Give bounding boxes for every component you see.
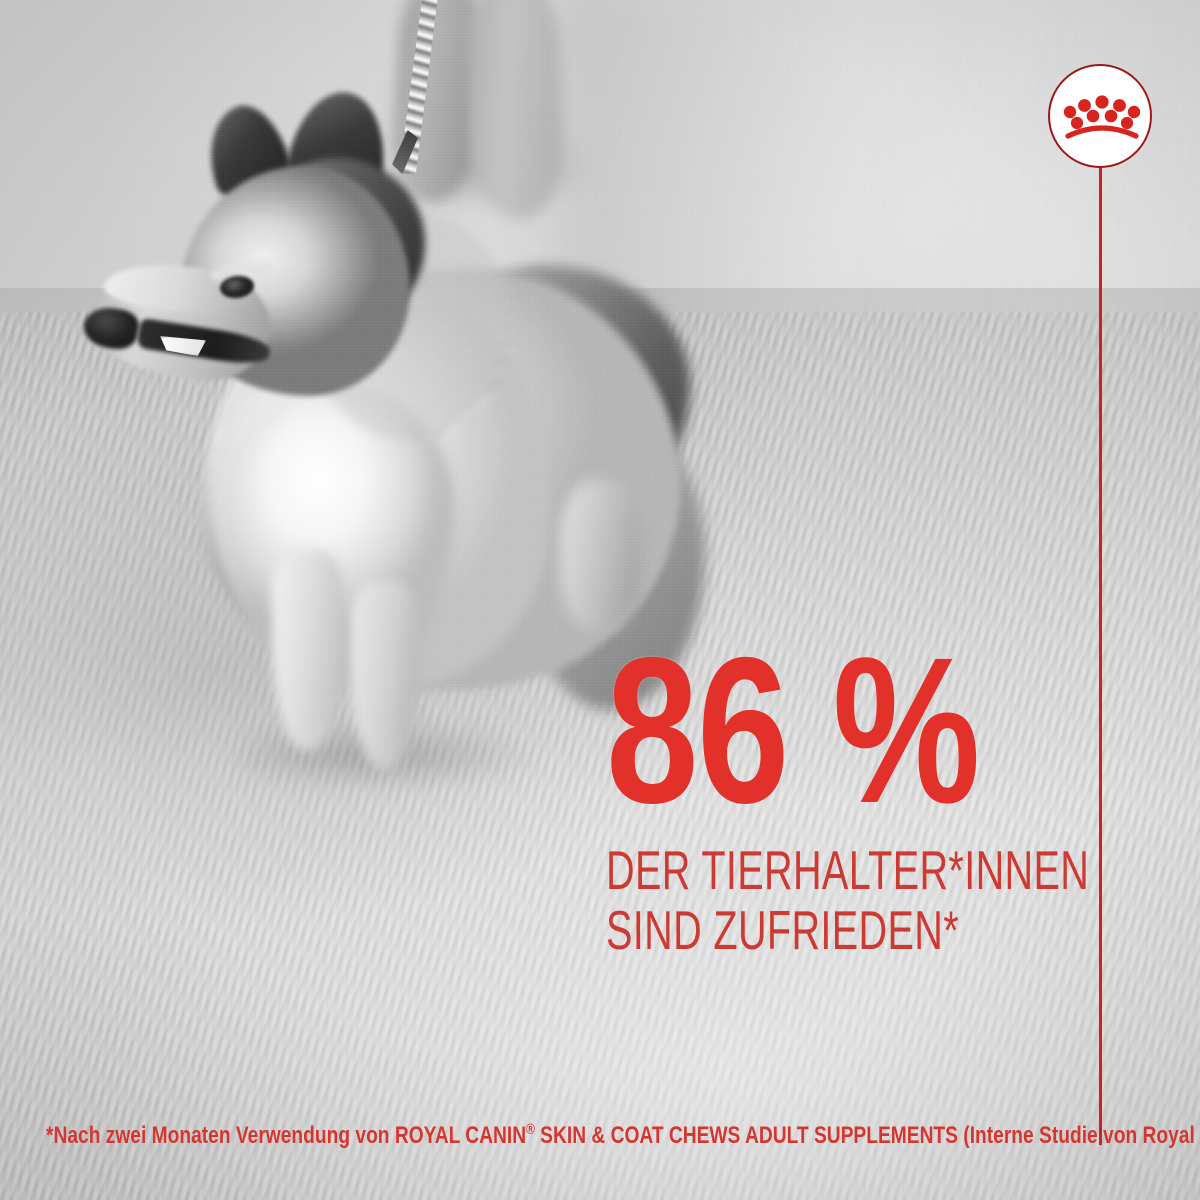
dog-teeth xyxy=(160,336,206,356)
crown-icon xyxy=(1063,95,1141,139)
registered-trademark-mark: ® xyxy=(526,1122,535,1138)
footnote-disclaimer: *Nach zwei Monaten Verwendung von ROYAL … xyxy=(46,1122,1200,1149)
dog-front-leg-near xyxy=(272,550,344,750)
photo-dog xyxy=(60,80,705,800)
statistic-block: 86 % DER TIERHALTER*INNEN SIND ZUFRIEDEN… xyxy=(606,615,1090,961)
brand-logo[interactable] xyxy=(1048,64,1152,1145)
logo-circle-badge xyxy=(1048,64,1152,168)
dog-rear-leg xyxy=(560,480,640,630)
footnote-prefix: *Nach zwei Monaten Verwendung von ROYAL … xyxy=(46,1122,527,1149)
statistic-subtitle-line-1: DER TIERHALTER*INNEN xyxy=(606,839,1090,902)
statistic-subtitle-line-2: SIND ZUFRIEDEN* xyxy=(606,898,960,961)
statistic-headline: 86 % xyxy=(606,615,980,847)
logo-vertical-rule xyxy=(1099,168,1102,1145)
dog-front-leg-far xyxy=(350,580,420,770)
footnote-suffix: SKIN & COAT CHEWS ADULT SUPPLEMENTS (Int… xyxy=(534,1122,1200,1149)
